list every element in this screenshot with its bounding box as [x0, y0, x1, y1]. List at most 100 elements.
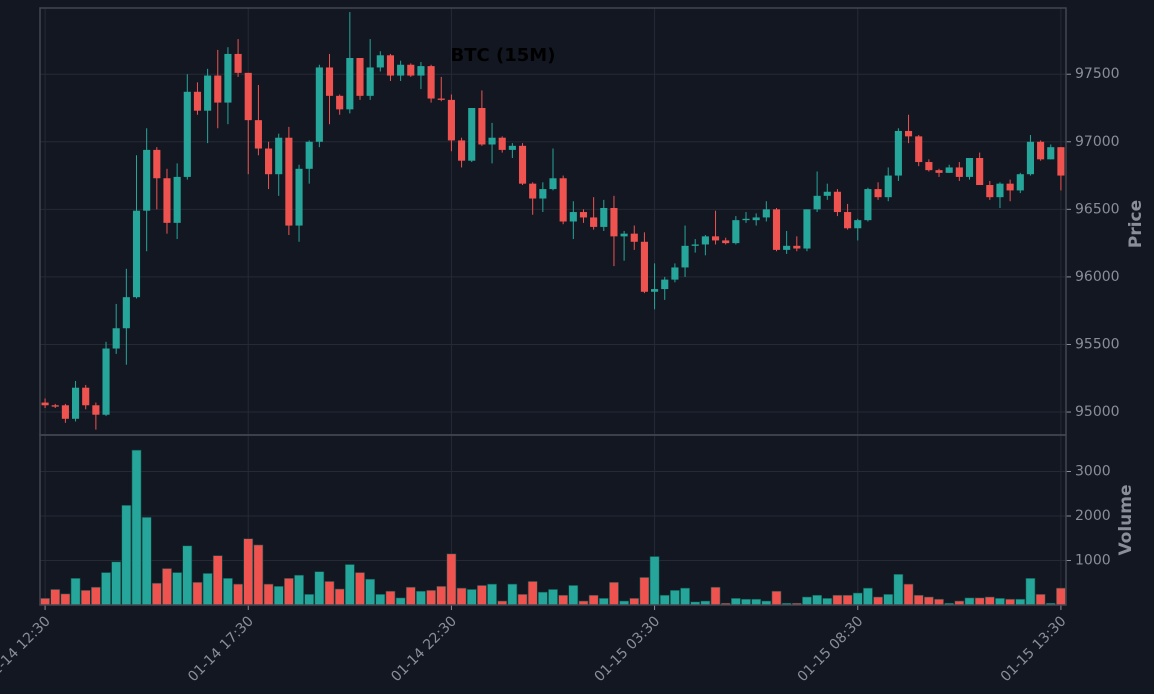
candle-body — [1057, 147, 1065, 176]
volume-bar — [548, 589, 558, 606]
volume-bar — [680, 587, 690, 606]
volume-bar — [852, 592, 863, 606]
candle-body — [427, 66, 435, 99]
volume-bar — [842, 594, 853, 606]
candle-body — [386, 55, 395, 76]
candle-body — [894, 130, 902, 176]
candle-body — [864, 189, 872, 221]
candle-body — [752, 217, 760, 221]
volume-bar — [314, 571, 325, 606]
volume-bar — [263, 583, 274, 606]
candle-body — [1037, 141, 1045, 160]
volume-bar — [730, 598, 741, 606]
candle-body — [376, 55, 384, 68]
candle-body — [234, 53, 242, 73]
volume-bar — [771, 590, 782, 606]
volume-tick-label: 3000 — [1075, 463, 1111, 479]
candle-body — [844, 212, 852, 229]
volume-bar — [111, 561, 122, 606]
candle-body — [539, 189, 547, 199]
candle-body — [701, 236, 709, 245]
volume-bar — [162, 568, 172, 606]
volume-bar — [629, 598, 640, 606]
volume-bar — [527, 581, 538, 606]
candle-body — [935, 170, 943, 173]
candle-body — [61, 405, 69, 419]
grid — [40, 8, 1071, 610]
candle-body — [51, 405, 59, 407]
candle-body — [579, 212, 588, 218]
candle-body — [640, 241, 648, 292]
candle-body — [315, 67, 323, 142]
candle-body — [498, 137, 506, 150]
volume-axis-label: Volume — [1116, 484, 1136, 555]
candle-body — [610, 207, 618, 237]
candle-body — [945, 167, 953, 173]
candle-body — [559, 178, 567, 222]
volume-bar — [70, 577, 81, 606]
volume-bar — [913, 594, 924, 606]
chart-title: BTC (15M) — [451, 45, 556, 66]
volume-frame — [39, 434, 1067, 606]
candle-body — [122, 297, 130, 329]
volume-bar — [751, 598, 762, 606]
candle-body — [295, 168, 303, 226]
candle-body — [214, 75, 222, 103]
candle-body — [193, 91, 202, 111]
y-tick-label: 97500 — [1075, 66, 1120, 82]
volume-bar — [233, 583, 243, 606]
volume-bar — [344, 564, 355, 606]
candle-body — [823, 191, 831, 196]
volume-bar — [923, 596, 934, 606]
volume-bar — [1035, 594, 1046, 606]
candle-body — [996, 183, 1004, 198]
candle-body — [915, 136, 923, 163]
candle-body — [1016, 174, 1024, 191]
volume-tick-label: 1000 — [1075, 552, 1111, 568]
volume-bar — [802, 596, 812, 606]
candle-body — [488, 137, 496, 145]
volume-bar — [355, 572, 365, 606]
candle-body — [1026, 141, 1035, 175]
volume-bar — [487, 583, 497, 606]
candle-body — [173, 176, 181, 223]
candle-body — [112, 328, 120, 349]
candle-body — [955, 167, 963, 177]
candle-body — [356, 57, 364, 96]
candle-body — [275, 137, 283, 175]
volume-bar — [334, 588, 345, 606]
volume-bar — [1056, 587, 1066, 606]
volume-bar — [1015, 598, 1026, 606]
volume-bar — [446, 553, 457, 606]
y-tick-label: 96000 — [1075, 269, 1120, 285]
candle-body — [651, 289, 659, 292]
volume-bar — [456, 587, 467, 606]
volume-bar — [80, 590, 91, 606]
candle-body — [437, 98, 445, 100]
volume-bar — [741, 598, 751, 606]
y-tick-label: 96500 — [1075, 201, 1120, 217]
volume-bar — [60, 593, 71, 606]
volume-bar — [223, 577, 233, 606]
volume-bar — [832, 594, 843, 606]
volume-bar — [172, 572, 183, 606]
candle-body — [904, 130, 913, 137]
candle-body — [722, 240, 730, 244]
candle-body — [366, 67, 374, 96]
volume-bar — [710, 586, 721, 606]
volume-bar — [1025, 577, 1036, 606]
candle-body — [224, 53, 232, 103]
candle-body — [102, 348, 110, 415]
candle-body — [986, 185, 994, 198]
volume-bar — [101, 572, 111, 606]
candle-body — [803, 209, 811, 249]
candle-body — [244, 72, 252, 121]
candle-body — [742, 218, 750, 221]
volume-bar — [91, 586, 101, 606]
candle-body — [508, 145, 516, 150]
volume-bar — [151, 582, 162, 606]
candle-body — [183, 91, 191, 177]
volume-bar — [670, 590, 680, 606]
candle-body — [681, 245, 689, 268]
